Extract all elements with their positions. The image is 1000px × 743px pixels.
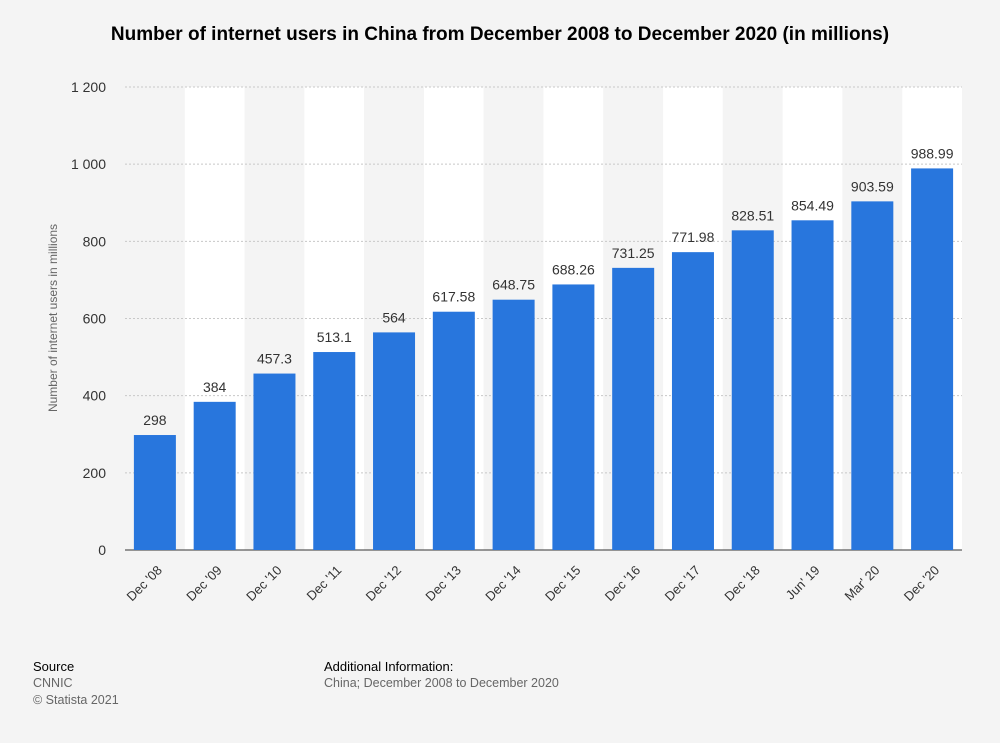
bar <box>193 401 236 550</box>
copyright-text: © Statista 2021 <box>33 693 119 707</box>
bar-value-label: 617.58 <box>432 289 475 305</box>
bar-value-label: 903.59 <box>851 178 894 194</box>
bar-value-label: 828.51 <box>731 207 774 223</box>
x-tick-label: Dec '13 <box>422 563 463 604</box>
bar-value-label: 648.75 <box>492 277 535 293</box>
x-tick-label: Dec '10 <box>243 563 284 604</box>
x-tick-label: Dec '12 <box>363 563 404 604</box>
x-tick-label: Dec '20 <box>901 563 942 604</box>
bar-value-label: 731.25 <box>612 245 655 261</box>
bar-value-label: 688.26 <box>552 261 595 277</box>
bar <box>911 168 954 551</box>
bar <box>492 299 535 550</box>
bar-value-label: 564 <box>382 309 406 325</box>
y-tick-label: 600 <box>83 311 107 327</box>
x-tick-label: Dec '16 <box>602 563 643 604</box>
bar-value-label: 771.98 <box>672 229 715 245</box>
bar <box>671 252 714 550</box>
bar <box>373 332 416 550</box>
additional-info-text: China; December 2008 to December 2020 <box>324 676 559 690</box>
additional-info-block: Additional Information: China; December … <box>324 658 559 692</box>
bar-value-label: 513.1 <box>317 329 352 345</box>
additional-info-heading: Additional Information: <box>324 659 454 674</box>
bar-value-label: 384 <box>203 379 227 395</box>
y-tick-label: 0 <box>98 542 106 558</box>
bar <box>432 311 475 550</box>
y-tick-label: 200 <box>83 465 107 481</box>
x-tick-label: Jun' 19 <box>783 563 823 603</box>
bar-value-label: 988.99 <box>911 145 954 161</box>
bar <box>313 352 356 550</box>
y-tick-label: 400 <box>83 388 107 404</box>
y-axis-label: Number of internet users in millions <box>46 224 60 412</box>
x-tick-label: Dec '15 <box>542 563 583 604</box>
bar <box>851 201 894 550</box>
x-tick-label: Dec '09 <box>183 563 224 604</box>
bar <box>133 435 176 550</box>
bar-value-label: 854.49 <box>791 197 834 213</box>
x-tick-label: Mar' 20 <box>841 563 882 604</box>
source-heading: Source <box>33 659 75 674</box>
x-tick-label: Dec '17 <box>662 563 703 604</box>
x-tick-label: Dec '11 <box>304 563 345 604</box>
x-tick-label: Dec '18 <box>721 563 762 604</box>
bar <box>552 284 595 550</box>
bar <box>791 220 834 551</box>
x-tick-label: Dec '08 <box>124 563 165 604</box>
y-tick-label: 1 200 <box>71 79 106 95</box>
y-tick-label: 1 000 <box>71 156 106 172</box>
bar-value-label: 298 <box>143 412 167 428</box>
bar <box>612 267 655 550</box>
x-tick-label: Dec '14 <box>482 563 523 604</box>
source-block: Source CNNIC © Statista 2021 <box>33 658 119 709</box>
bar-value-label: 457.3 <box>257 351 292 367</box>
bar <box>253 373 296 550</box>
bar <box>731 230 774 550</box>
y-tick-label: 800 <box>83 233 107 249</box>
source-name: CNNIC <box>33 676 73 690</box>
chart-title: Number of internet users in China from D… <box>110 24 890 45</box>
